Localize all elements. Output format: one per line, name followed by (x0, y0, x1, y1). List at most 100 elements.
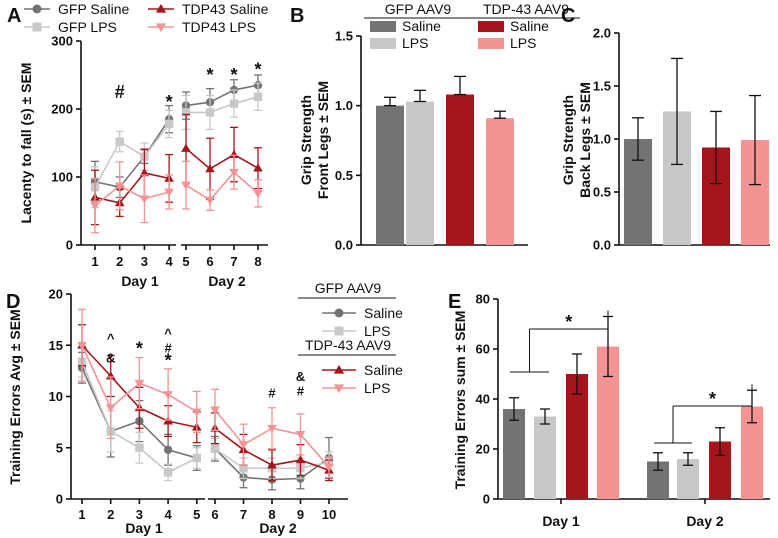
panel-a-data-point (253, 189, 263, 199)
panel-a-data-point (181, 108, 191, 117)
panel-c-label: C (561, 5, 575, 27)
panel-a-data-point (115, 137, 124, 146)
panel-d-data-point (267, 424, 277, 434)
panel-e-bar (597, 346, 619, 499)
panel-c-y-axis-label: Back Legs ± SEM (577, 82, 593, 198)
panel-d-x-tick-label: 2 (107, 507, 114, 522)
panel-d-x-tick-label: 6 (211, 507, 218, 522)
panel-e-significance-mark: * (565, 312, 572, 332)
panel-c-y-tick-label: 0.0 (593, 238, 611, 253)
panel-b-bar (486, 118, 514, 245)
panel-b-legend-group-title: GFP AAV9 (385, 1, 452, 17)
panel-a-data-point (181, 181, 191, 190)
panel-e-bar (503, 409, 525, 499)
panel-a-day-label: Day 1 (121, 273, 159, 289)
panel-d-x-tick-label: 10 (322, 507, 336, 522)
panel-d-significance-mark: # (297, 383, 305, 398)
panel-d-data-point (135, 443, 144, 452)
panel-a-x-tick-label: 1 (91, 254, 98, 269)
panel-a-data-point (205, 196, 215, 205)
panel-a-series-line (144, 191, 170, 200)
panel-d-series-line (81, 361, 112, 432)
panel-a-data-point (164, 188, 174, 197)
panel-c-y-tick-label: 2.0 (593, 26, 611, 41)
panel-d-y-tick-label: 10 (49, 389, 63, 404)
panel-d-series-line (271, 459, 301, 466)
panel-d-data-point (163, 391, 173, 400)
panel-d-legend-marker (333, 384, 345, 394)
panel-a-series-line (209, 89, 235, 103)
panel-a-x-tick-label: 3 (141, 254, 148, 269)
panel-d-series-line (138, 447, 169, 473)
panel-a-data-point (229, 99, 239, 108)
panel-d-data-point (210, 406, 220, 415)
panel-d-x-tick-label: 8 (268, 507, 275, 522)
panel-b-error-bar (414, 89, 426, 103)
panel-e-bar (741, 406, 763, 499)
panel-e-error-bar (653, 452, 663, 471)
panel-d-significance-mark: # (268, 385, 276, 400)
panel-a-series-line (119, 172, 146, 204)
panel-a-legend-marker (155, 3, 167, 13)
panel-d-legend-label: LPS (364, 380, 390, 396)
panel-c-error-bar (671, 57, 683, 166)
panel-e-group-label: Day 2 (686, 513, 724, 529)
panel-d-legend-label: Saline (364, 362, 403, 378)
panel-e-error-bar (509, 397, 519, 421)
panel-b-legend-label: Saline (510, 18, 549, 34)
panel-d-significance-mark: ^ (164, 326, 172, 341)
panel-a-data-point (205, 108, 215, 117)
panel-b-legend-swatch (478, 38, 504, 49)
panel-e-y-axis-label: Training Errors sum ± SEM (452, 311, 468, 490)
panel-d-series-line (300, 459, 330, 472)
panel-e-error-bar (540, 408, 550, 425)
panel-b-y-tick-label: 1.5 (335, 29, 353, 44)
panel-a-series-line (233, 171, 259, 194)
panel-a-y-axis-label: Lacenty to fall (s) ± SEM (18, 63, 34, 224)
panel-a-x-tick-label: 6 (206, 254, 213, 269)
panel-d-x-tick-label: 9 (297, 507, 304, 522)
panel-a-x-tick-label: 4 (165, 254, 173, 269)
panel-d-data-point (210, 444, 220, 453)
panel-d-series-line (243, 449, 273, 466)
panel-b-legend-group-title: TDP-43 AAV9 (483, 1, 569, 17)
panel-a-legend-label: GFP Saline (58, 1, 130, 17)
panel-d-series-line (139, 407, 169, 422)
panel-d-y-tick-label: 5 (56, 440, 63, 455)
panel-a-series-line (144, 172, 170, 180)
panel-a-data-point (90, 202, 100, 211)
panel-a-data-point (253, 92, 263, 101)
panel-d-x-tick-label: 7 (240, 507, 247, 522)
panel-d-legend-group-title: TDP-43 AAV9 (305, 337, 391, 353)
panel-a-legend-marker (32, 22, 42, 32)
panel-d-data-point (295, 431, 306, 440)
panel-a-series-line (94, 180, 120, 188)
panel-c-error-bar (632, 117, 644, 161)
panel-d-day-label: Day 2 (259, 520, 297, 536)
panel-a-significance-mark: * (230, 65, 237, 85)
panel-e-error-bar (715, 427, 725, 456)
panel-a-legend-label: TDP43 LPS (182, 19, 256, 35)
panel-b-legend-label: LPS (510, 35, 536, 51)
panel-d-series-line (167, 420, 197, 429)
panel-b-legend-swatch (370, 38, 396, 49)
panel-a-legend-marker (32, 4, 42, 14)
panel-d-series-line (110, 375, 140, 409)
panel-d-legend-marker (334, 308, 344, 318)
panel-d-series-line (167, 449, 198, 459)
panel-a-series-line (119, 156, 146, 188)
panel-a-x-tick-label: 2 (116, 254, 123, 269)
panel-b-error-bar (454, 75, 466, 96)
panel-d-data-point (324, 463, 334, 473)
panel-b-y-axis-label: Front Legs ± SEM (315, 81, 331, 199)
panel-d-series-line (214, 427, 244, 451)
panel-d-series-line (167, 393, 198, 413)
panel-d-significance-mark: # (164, 340, 172, 355)
panel-d-data-point (77, 341, 87, 351)
panel-b-bar (406, 101, 434, 245)
panel-d-data-point (239, 464, 248, 473)
panel-b-y-axis-label: Grip Strength (298, 95, 314, 185)
panel-d-series-line (139, 382, 169, 396)
panel-a-series-line (185, 147, 211, 170)
panel-e-group-label: Day 1 (542, 513, 580, 529)
